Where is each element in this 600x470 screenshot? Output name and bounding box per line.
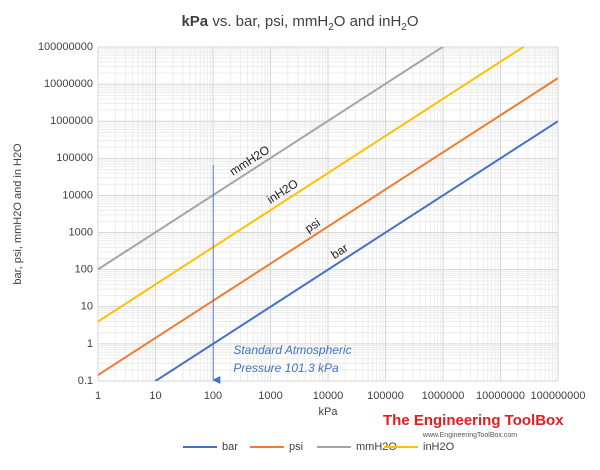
x-tick-label: 1 — [95, 390, 101, 402]
y-tick-label: 10 — [81, 301, 93, 313]
y-tick-label: 10000000 — [44, 78, 93, 90]
y-tick-label: 1000000 — [50, 115, 93, 127]
x-tick-label: 1000000 — [422, 390, 465, 402]
series-line — [153, 120, 558, 381]
annotation-text: Pressure 101.3 kPa — [233, 361, 339, 375]
y-tick-label: 10000 — [62, 189, 93, 201]
series-line — [98, 77, 558, 376]
title-part: vs. bar, psi, mmH — [208, 13, 328, 30]
y-tick-label: 1 — [87, 338, 93, 350]
x-tick-label: 100000000 — [530, 390, 585, 402]
x-tick-label: 100 — [204, 390, 222, 402]
series-line — [98, 47, 445, 271]
x-tick-label: 10000 — [313, 390, 344, 402]
title-part: kPa — [181, 13, 208, 30]
y-tick-label: 0.1 — [78, 375, 93, 387]
y-tick-label: 1000 — [69, 226, 93, 238]
legend-label: mmH2O — [356, 441, 397, 453]
chart-title: kPa vs. bar, psi, mmH2O and inH2O — [181, 13, 418, 33]
x-tick-label: 1000 — [258, 390, 282, 402]
plot-lines — [98, 47, 558, 381]
series-line — [98, 47, 526, 323]
title-part: 2 — [328, 22, 334, 33]
legend-label: inH2O — [423, 441, 455, 453]
y-tick-label: 100000 — [56, 152, 93, 164]
line-label: psi — [302, 216, 322, 236]
legend-label: psi — [289, 441, 303, 453]
watermark: The Engineering ToolBox — [383, 412, 564, 429]
x-axis-label: kPa — [319, 406, 339, 418]
x-tick-label: 10 — [149, 390, 161, 402]
x-tick-label: 10000000 — [476, 390, 525, 402]
legend-label: bar — [222, 441, 238, 453]
watermark-url: www.EngineeringToolBox.com — [422, 432, 517, 439]
title-part: O — [407, 13, 419, 30]
y-axis-label: bar, psi, mmH2O and in H2O — [12, 143, 24, 285]
title-part: O and inH — [334, 13, 402, 30]
y-tick-label: 100 — [75, 264, 93, 276]
title-part: 2 — [401, 22, 407, 33]
x-tick-label: 100000 — [367, 390, 404, 402]
y-tick-label: 100000000 — [38, 41, 93, 53]
annotation-text: Standard Atmospheric — [233, 343, 351, 357]
